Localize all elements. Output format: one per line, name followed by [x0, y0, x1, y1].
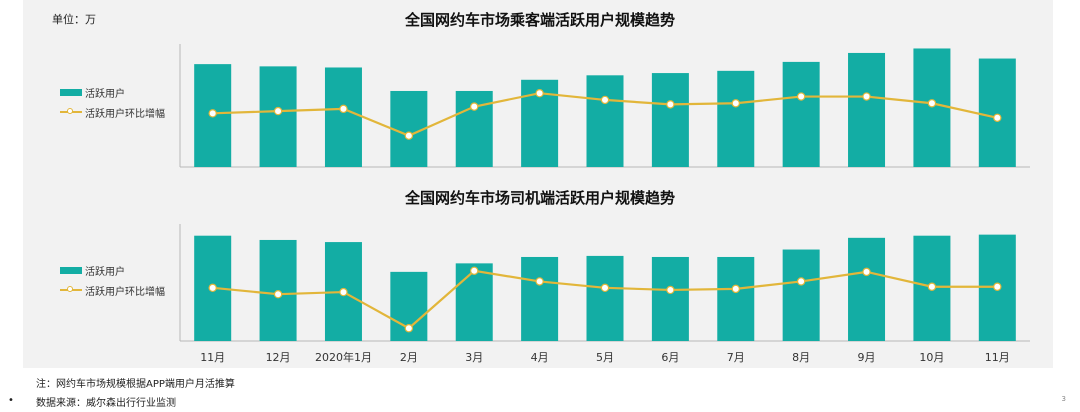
x-tick-label: 6月 — [661, 351, 679, 364]
line-point — [470, 102, 479, 111]
bar — [717, 256, 755, 341]
x-tick-label: 11月 — [200, 351, 225, 364]
line-point — [731, 99, 740, 108]
bar — [782, 61, 820, 167]
x-tick-label: 2020年1月 — [315, 350, 372, 364]
line-point — [535, 277, 544, 286]
x-tick-label: 2月 — [400, 351, 418, 364]
bar — [324, 67, 362, 167]
bar — [782, 249, 820, 341]
bullet-mark: • — [8, 395, 14, 406]
line-point — [208, 283, 217, 293]
line-point — [404, 131, 414, 140]
line-point — [208, 109, 217, 118]
x-tick-label: 12月 — [266, 351, 291, 364]
chart-2-title: 全国网约车市场司机端活跃用户规模趋势 — [404, 189, 675, 207]
legend-item-bar: 活跃用户 — [60, 260, 165, 280]
legend-line-swatch — [60, 107, 82, 117]
chart-1-title: 全国网约车市场乘客端活跃用户规模趋势 — [404, 11, 675, 29]
bar — [259, 66, 297, 167]
footnote: 注：网约车市场规模根据APP端用户月活推算 — [36, 379, 235, 390]
bar — [651, 256, 689, 341]
x-tick-label: 11月 — [985, 351, 1010, 364]
line-point — [273, 106, 283, 116]
bar — [586, 75, 624, 167]
bar — [586, 255, 624, 341]
bar — [651, 73, 689, 167]
line-point — [993, 282, 1002, 291]
bar — [978, 58, 1016, 167]
line-point — [339, 104, 348, 114]
legend-bar-swatch — [60, 88, 82, 96]
bar — [455, 90, 493, 167]
legend-item-line: 活跃用户环比增幅 — [60, 280, 165, 300]
line-point — [927, 282, 937, 291]
legend-bar-label: 活跃用户 — [85, 266, 125, 278]
line-point — [796, 92, 806, 101]
unit-label: 单位：万 — [52, 13, 96, 26]
legend-line-swatch — [60, 285, 82, 295]
line-point — [600, 95, 610, 105]
line-point — [927, 99, 937, 108]
x-tick-label: 3月 — [465, 351, 483, 364]
legend-line-label: 活跃用户环比增幅 — [85, 108, 165, 120]
x-tick-label: 9月 — [858, 351, 876, 364]
line-point — [666, 100, 675, 109]
bar — [390, 90, 428, 167]
x-tick-label: 7月 — [727, 351, 745, 364]
legend-item-line: 活跃用户环比增幅 — [60, 102, 165, 122]
x-tick-label: 5月 — [596, 351, 614, 364]
line-point — [993, 113, 1002, 123]
legend-line-label: 活跃用户环比增幅 — [85, 286, 165, 298]
line-point — [535, 88, 544, 98]
chart-2-legend: 活跃用户 活跃用户环比增幅 — [60, 260, 165, 300]
x-tick-label: 4月 — [531, 351, 549, 364]
source-note: 数据来源：威尔森出行行业监测 — [36, 398, 176, 409]
bar — [455, 263, 493, 341]
bar — [848, 237, 886, 341]
line-point — [470, 266, 479, 275]
bar — [717, 70, 755, 167]
x-tick-label: 10月 — [919, 351, 944, 364]
legend-bar-swatch — [60, 266, 82, 274]
line-point — [273, 290, 283, 299]
line-point — [731, 284, 740, 294]
line-point — [600, 283, 610, 293]
line-point — [862, 92, 871, 101]
line-point — [796, 277, 806, 286]
bar — [521, 256, 559, 341]
legend-item-bar: 活跃用户 — [60, 82, 165, 102]
line-point — [862, 267, 871, 277]
line-point — [404, 324, 414, 333]
line-point — [339, 287, 348, 297]
bar — [913, 48, 951, 167]
bar — [848, 52, 886, 168]
legend-bar-label: 活跃用户 — [85, 88, 125, 100]
chart-1-legend: 活跃用户 活跃用户环比增幅 — [60, 82, 165, 122]
line-point — [666, 285, 675, 295]
page-number: 3 — [1061, 395, 1066, 403]
x-tick-label: 8月 — [792, 351, 810, 364]
